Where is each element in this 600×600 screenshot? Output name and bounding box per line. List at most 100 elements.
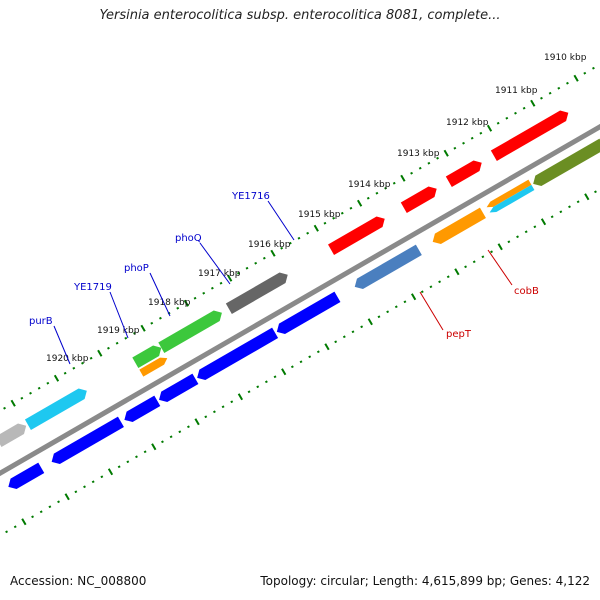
scale-tick [418, 166, 422, 170]
scale-tick [384, 186, 388, 190]
scale-tick [100, 475, 104, 479]
scale-tick [64, 493, 70, 501]
scale-tick [91, 480, 95, 484]
scale-tick [5, 530, 9, 534]
gene-arrow-blue-6[interactable] [194, 327, 279, 383]
callout-line-ye1716 [267, 200, 295, 241]
gene-label-ye1719[interactable]: YE1719 [73, 282, 112, 293]
gene-arrow-red-3[interactable] [445, 158, 485, 187]
gene-arrow-pept[interactable] [352, 244, 422, 292]
gene-arrow-green-small[interactable] [132, 343, 164, 368]
scale-tick [392, 181, 396, 185]
scale-tick [280, 246, 284, 250]
scale-labels: 1910 kbp 1911 kbp 1912 kbp 1913 kbp 1914… [46, 53, 587, 364]
gene-label-pept[interactable]: pepT [446, 329, 472, 340]
scale-tick [254, 261, 258, 265]
scale-tick [375, 191, 379, 195]
gene-arrow-blue-7[interactable] [274, 291, 341, 337]
scale-tick [290, 365, 294, 369]
scale-tick [516, 235, 519, 239]
scale-tick [505, 116, 509, 120]
scale-tick [227, 274, 233, 282]
gene-arrow-red-1[interactable] [328, 214, 388, 255]
scale-tick [400, 174, 406, 182]
accession-text: Accession: NC_008800 [10, 574, 147, 588]
scale-tick [594, 190, 597, 194]
scale-tick [219, 281, 223, 285]
gene-arrow-blue-2[interactable] [5, 462, 45, 492]
scale-tick [158, 316, 162, 320]
gene-label-cobb[interactable]: cobB [514, 286, 539, 297]
scale-tick [356, 199, 363, 207]
scale-tick [490, 250, 493, 254]
scale-label: 1918 kbp [148, 298, 191, 308]
gene-arrow-blue-3[interactable] [49, 416, 124, 467]
scale-label: 1910 kbp [544, 53, 587, 63]
scale-tick [584, 193, 590, 201]
scale-tick [299, 360, 303, 364]
gene-label-ye1716[interactable]: YE1716 [231, 191, 270, 202]
scale-tick [548, 91, 552, 95]
scale-tick [183, 299, 190, 307]
gene-arrow-lightgrey[interactable] [0, 421, 29, 447]
scale-tick [420, 290, 424, 294]
scale-tick [46, 381, 50, 385]
genome-backbone [0, 47, 600, 553]
scale-tick [273, 375, 277, 379]
gene-arrow-red-2[interactable] [400, 184, 440, 213]
gene-arrow-cobb[interactable] [430, 207, 486, 247]
gene-arrow-blue-4[interactable] [121, 395, 161, 425]
gene-arrow-olive[interactable] [530, 138, 600, 189]
scale-tick [306, 231, 310, 235]
scale-tick [186, 425, 190, 429]
gene-arrow-ye1716[interactable] [225, 270, 291, 314]
scale-tick [472, 260, 476, 264]
callout-line-pept [419, 291, 444, 331]
gene-label-phop[interactable]: phoP [124, 263, 149, 274]
gene-arrow-blue-5[interactable] [156, 373, 199, 405]
scale-tick [323, 221, 327, 225]
scale-tick [39, 510, 43, 514]
callout-line-cobb [487, 249, 513, 286]
gene-arrow-phoq[interactable] [158, 308, 225, 353]
callout-line-php [149, 272, 171, 317]
reverse-strand-genes [5, 138, 600, 492]
scale-tick [37, 386, 41, 390]
scale-tick [124, 336, 128, 340]
scale-tick [221, 405, 225, 409]
scale-tick [530, 99, 536, 107]
scale-tick [270, 249, 276, 257]
gene-label-purb[interactable]: purB [29, 316, 53, 327]
gene-arrow-purb[interactable] [24, 386, 90, 430]
scale-tick [308, 355, 312, 359]
scale-tick [486, 124, 493, 132]
gene-label-phoq[interactable]: phoQ [175, 233, 202, 244]
scale-label: 1915 kbp [298, 210, 341, 220]
scale-tick [150, 321, 154, 325]
scale-tick [324, 343, 330, 351]
scale-tick [83, 485, 86, 489]
scale-tick [438, 280, 442, 284]
gene-arrow-orange-2[interactable] [485, 179, 532, 210]
scale-tick [568, 205, 571, 209]
gene-arrow-cyan[interactable] [488, 184, 535, 215]
inner-tick-row [5, 190, 597, 534]
scale-tick [522, 106, 526, 110]
scale-tick [443, 149, 449, 157]
scale-tick [264, 380, 268, 384]
scale-tick [332, 216, 336, 220]
gene-arrow-orange-small[interactable] [139, 355, 169, 377]
scale-tick [72, 366, 76, 370]
gene-arrow-red-4[interactable] [490, 108, 571, 161]
genome-stats-text: Topology: circular; Length: 4,615,899 bp… [260, 574, 590, 588]
scale-tick [429, 285, 433, 289]
scale-tick [117, 465, 121, 469]
forward-strand-genes [0, 108, 571, 447]
scale-tick [210, 286, 214, 290]
scale-label: 1913 kbp [397, 149, 440, 159]
scale-tick [540, 218, 547, 226]
scale-tick [151, 443, 157, 451]
scale-tick [126, 460, 130, 464]
scale-tick [29, 391, 32, 395]
